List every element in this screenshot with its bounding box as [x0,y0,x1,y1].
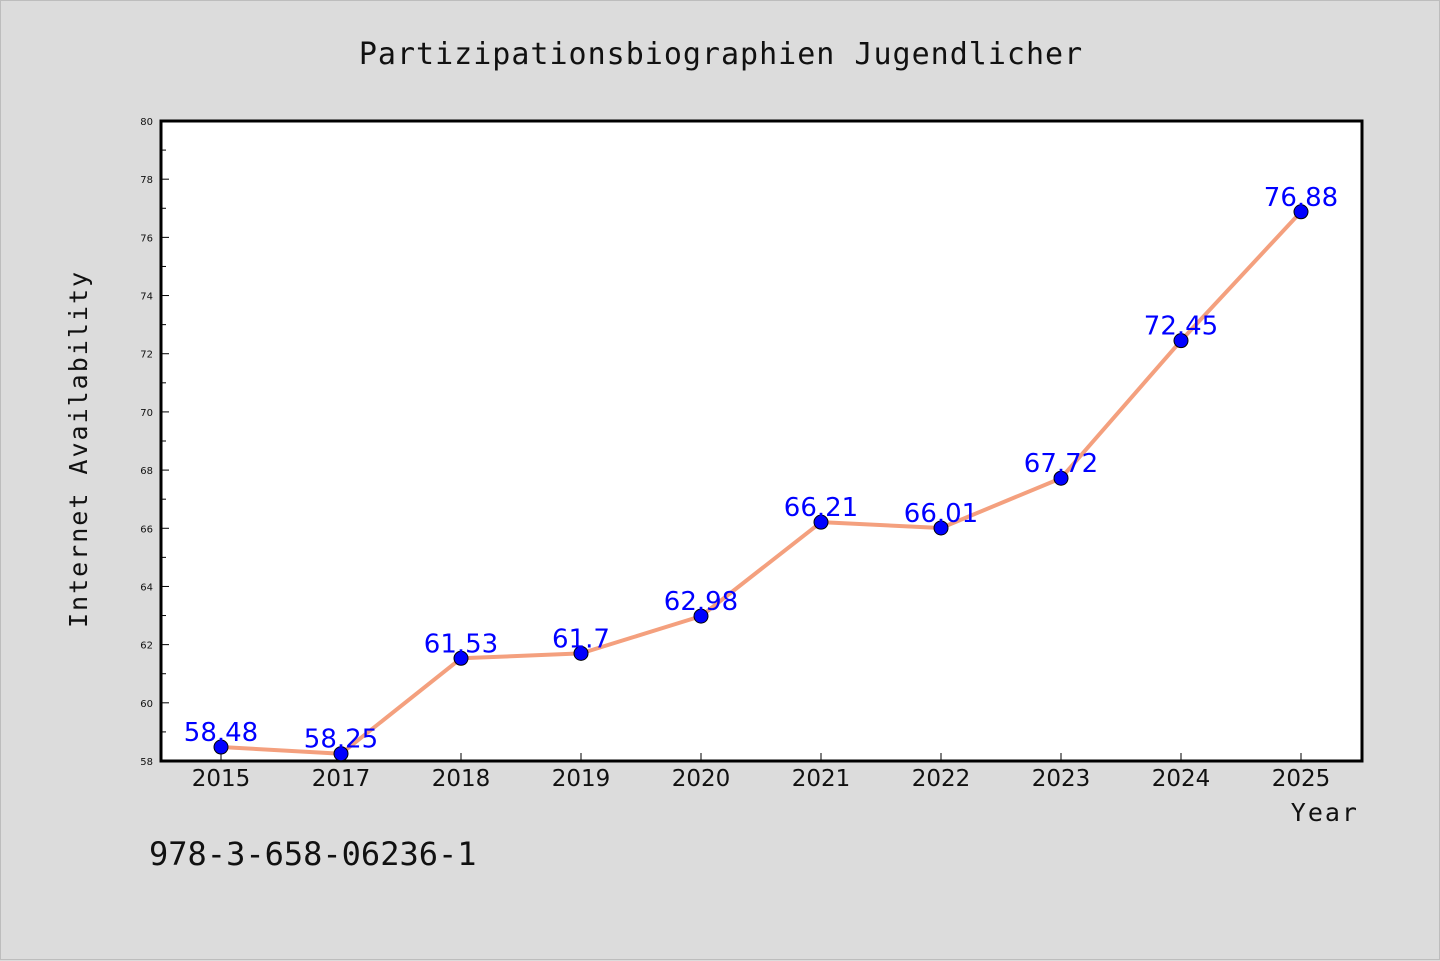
y-tick-label: 76 [140,233,153,244]
y-tick-label: 78 [140,175,153,186]
x-tick-label: 2025 [1272,766,1331,792]
y-tick-label: 72 [140,350,153,361]
y-tick-label: 60 [140,699,153,710]
y-tick-label: 58 [140,757,153,768]
y-tick-label: 62 [140,641,153,652]
x-tick-label: 2022 [912,766,971,792]
data-point [573,645,589,661]
series-line [219,209,1303,756]
series-line-group [219,209,1303,756]
data-label: 62.98 [664,587,738,617]
y-tick-label: 74 [140,292,153,303]
x-tick-label: 2017 [312,766,371,792]
x-axis-label: Year [1291,798,1359,827]
plot-area [159,119,1364,763]
y-tick-label: 66 [140,524,153,535]
x-tick-label: 2023 [1032,766,1091,792]
data-label: 58.25 [304,725,378,755]
y-tick-label: 64 [140,582,153,593]
data-point [1053,470,1069,486]
data-markers [213,204,1309,762]
data-label: 67.72 [1024,449,1098,479]
y-tick-label: 70 [140,408,153,419]
data-labels: 58.48 58.25 61.53 61.7 62.98 66.21 66.01 67.72 7… [184,183,1338,755]
y-axis: 58 60 62 64 66 68 70 72 74 76 78 80 [140,117,169,768]
data-point [453,650,469,666]
data-label: 72.45 [1144,312,1218,342]
x-tick-label: 2024 [1152,766,1211,792]
y-axis-label: Internet Availability [64,270,93,628]
data-point [933,520,949,536]
data-point [1293,204,1309,220]
data-label: 66.01 [904,499,978,529]
x-tick-label: 2021 [792,766,851,792]
chart-title: Partizipationsbiographien Jugendlicher [359,37,1083,72]
data-label: 66.21 [784,493,858,523]
data-point [693,608,709,624]
x-axis: 2015 2017 2018 2019 2020 2021 2022 2023 2024 2025 [192,753,1331,792]
y-tick-label: 68 [140,466,153,477]
data-label: 58.48 [184,718,258,748]
data-label: 61.7 [552,624,610,654]
data-point [1173,333,1189,349]
x-tick-label: 2018 [432,766,491,792]
data-label: 76.88 [1264,183,1338,213]
x-tick-label: 2019 [552,766,611,792]
data-point [213,739,229,755]
data-point [813,514,829,530]
y-tick-label: 80 [140,117,153,128]
isbn-footer: 978-3-658-06236-1 [149,835,477,873]
x-tick-label: 2015 [192,766,251,792]
data-label: 61.53 [424,629,498,659]
x-tick-label: 2020 [672,766,731,792]
data-point [333,746,349,762]
